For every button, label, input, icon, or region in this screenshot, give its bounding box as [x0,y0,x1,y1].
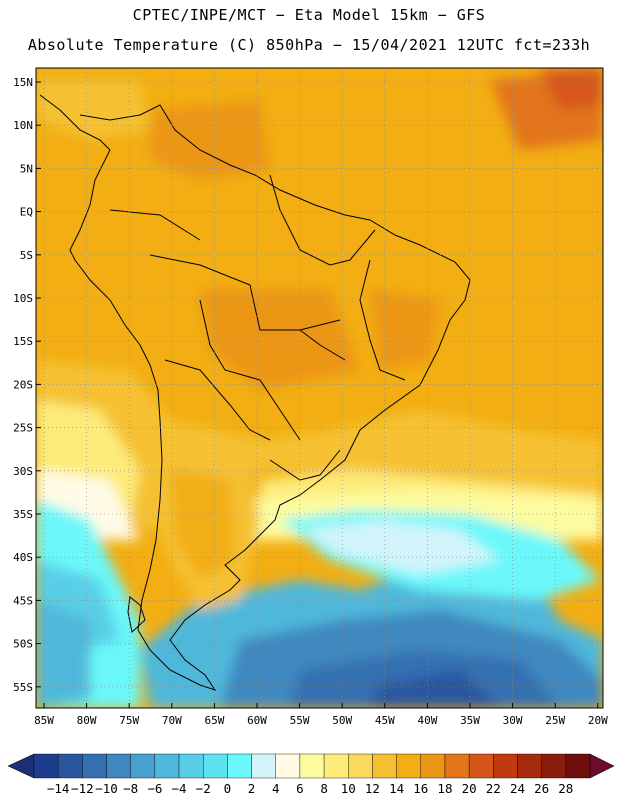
colorbar-swatch [323,753,349,779]
longitude-label: 50W [332,714,352,727]
longitude-label: 85W [34,714,54,727]
colorbar-label: −4 [172,781,187,796]
colorbar-swatch [251,753,276,779]
colorbar-swatch [227,753,252,779]
colorbar-swatch [106,753,131,779]
colorbar-swatch [130,753,156,779]
colorbar-label: 0 [224,781,232,796]
latitude-label: 15S [13,335,33,348]
latitude-label: 5S [20,249,33,262]
latitude-label: 15N [13,76,33,89]
colorbar-label: 24 [510,781,525,796]
latitude-label: 20S [13,378,33,391]
colorbar-label: 2 [248,781,256,796]
colorbar-label: 14 [389,781,404,796]
latitude-label: 5N [20,162,33,175]
colorbar-swatch [82,753,107,779]
colorbar-label: −12 [71,781,94,796]
longitude-label: 55W [290,714,310,727]
colorbar-swatch [275,753,301,779]
longitude-label: 70W [162,714,182,727]
longitude-label: 40W [417,714,437,727]
temperature-field [36,68,603,708]
colorbar-swatch [420,753,446,779]
colorbar-label: −10 [95,781,118,796]
colorbar-swatch [396,753,421,779]
longitude-label: 20W [588,714,608,727]
colorbar-swatch [299,753,325,779]
latitude-label: 10N [13,119,33,132]
colorbar-max-arrow [589,753,615,779]
colorbar-label: −2 [196,781,211,796]
colorbar-swatch [178,753,204,779]
colorbar-swatch [33,753,59,779]
colorbar-label: 8 [320,781,328,796]
longitude-label: 30W [503,714,523,727]
colorbar-swatch [493,753,518,779]
latitude-label: EQ [20,206,33,219]
coastlines [39,94,471,691]
latitude-label: 10S [13,292,33,305]
colorbar-swatch [444,753,470,779]
colorbar-swatch [517,753,542,779]
colorbar-label: 10 [341,781,356,796]
colorbar-swatch [468,753,494,779]
longitude-labels: 85W 80W 75W 70W 65W 60W 55W 50W 45W 40W 35W 30W 25W 2… [34,703,608,727]
colorbar-min-arrow [7,753,35,779]
map-frame [35,67,604,709]
chart-title: CPTEC/INPE/MCT − Eta Model 15km − GFS [132,6,486,24]
colorbar: −14 −12 −10 −8 −6 −4 −2 0 2 4 6 8 10 12 14 16 18 20 22 24 26… [7,753,615,796]
colorbar-swatch [203,753,228,779]
latitude-label: 30S [13,465,33,478]
graticule [36,68,603,708]
latitude-labels: 15N 10N 5N EQ 5S 10S 15S 20S 25S 30S 35S 40S 45S 50S 5… [13,76,41,694]
longitude-label: 80W [77,714,97,727]
colorbar-swatch [348,753,373,779]
longitude-label: 65W [204,714,224,727]
colorbar-label: −8 [123,781,138,796]
longitude-label: 60W [247,714,267,727]
colorbar-swatch [154,753,180,779]
chart-subtitle: Absolute Temperature (C) 850hPa − 15/04/… [27,36,591,54]
colorbar-swatch [57,753,83,779]
colorbar-label: 22 [486,781,501,796]
latitude-label: 35S [13,508,33,521]
latitude-label: 55S [13,681,33,694]
colorbar-label: −14 [47,781,70,796]
colorbar-label: 18 [437,781,452,796]
longitude-label: 45W [375,714,395,727]
colorbar-label: 12 [365,781,380,796]
colorbar-label: 26 [534,781,549,796]
colorbar-label: 16 [413,781,428,796]
colorbar-swatch [541,753,567,779]
latitude-label: 40S [13,551,33,564]
colorbar-label: 6 [296,781,304,796]
latitude-label: 25S [13,422,33,435]
longitude-label: 25W [545,714,565,727]
colorbar-swatch [565,753,591,779]
colorbar-label: 20 [462,781,477,796]
colorbar-label: 28 [558,781,573,796]
longitude-label: 35W [460,714,480,727]
latitude-label: 45S [13,594,33,607]
colorbar-swatch [372,753,397,779]
colorbar-label: −6 [147,781,162,796]
colorbar-label: 4 [272,781,280,796]
longitude-label: 75W [119,714,139,727]
latitude-label: 50S [13,638,33,651]
